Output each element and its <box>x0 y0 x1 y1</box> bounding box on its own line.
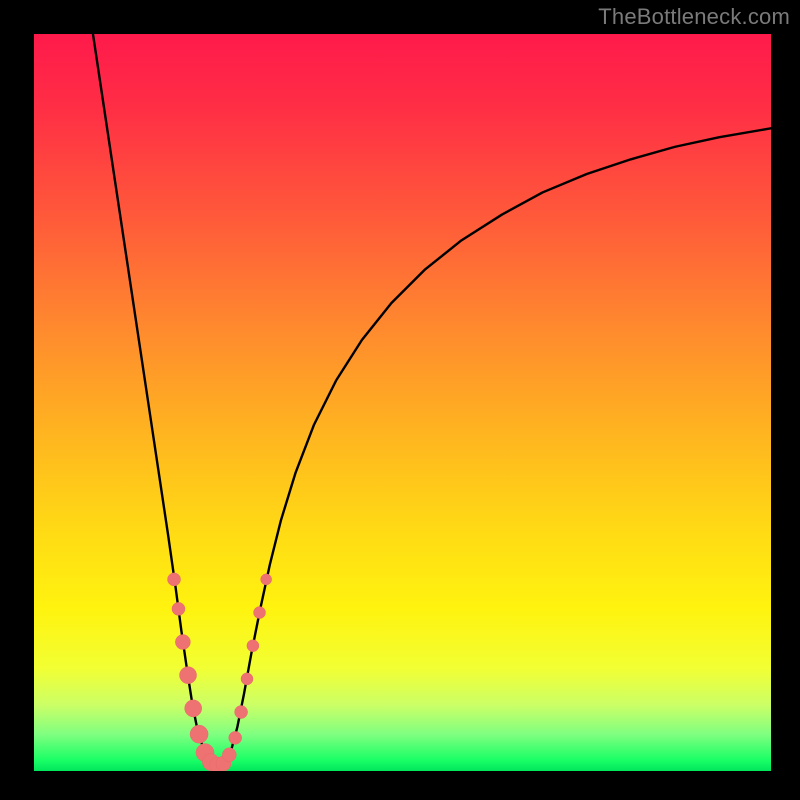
scatter-marker <box>241 673 253 685</box>
scatter-marker <box>172 602 185 615</box>
scatter-marker <box>168 573 181 586</box>
bottleneck-curve <box>93 34 771 767</box>
plot-area <box>34 34 771 771</box>
scatter-marker <box>175 635 190 650</box>
scatter-marker <box>222 748 236 762</box>
scatter-marker <box>254 607 266 619</box>
scatter-marker <box>229 731 242 744</box>
chart-svg <box>34 34 771 771</box>
scatter-marker <box>261 574 272 585</box>
scatter-marker <box>180 667 197 684</box>
scatter-marker <box>190 725 208 743</box>
scatter-marker <box>247 640 259 652</box>
watermark-label: TheBottleneck.com <box>598 4 790 30</box>
scatter-marker <box>185 700 202 717</box>
scatter-marker <box>235 706 248 719</box>
chart-canvas: TheBottleneck.com <box>0 0 800 800</box>
